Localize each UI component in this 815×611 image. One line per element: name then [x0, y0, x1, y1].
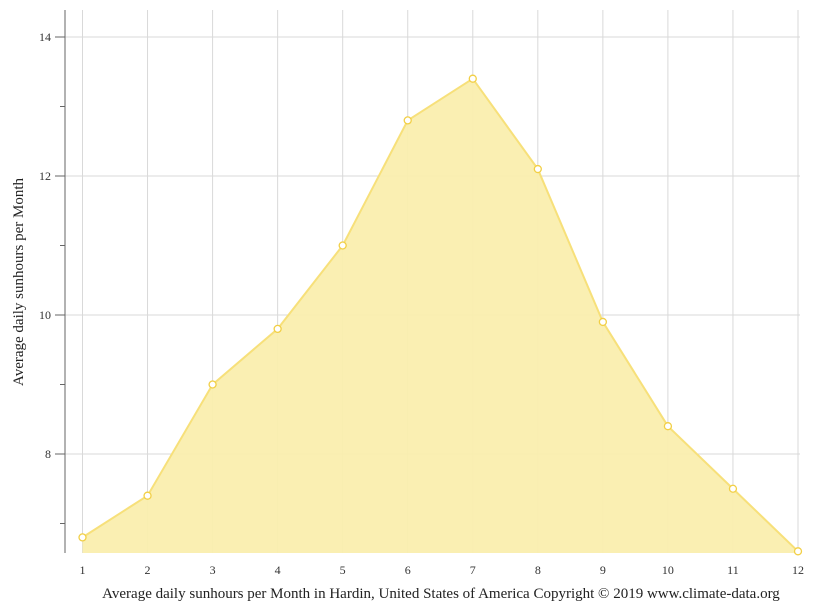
x-tick-label: 9 [600, 563, 606, 577]
data-point-marker[interactable] [728, 484, 738, 493]
x-tick-label: 5 [340, 563, 346, 577]
x-tick-label: 11 [727, 563, 739, 577]
data-point-marker[interactable] [403, 116, 412, 125]
y-tick-label: 12 [39, 169, 51, 183]
y-tick-label: 10 [39, 308, 51, 322]
area-series [81, 77, 799, 553]
x-tick-label: 3 [210, 563, 216, 577]
data-point-marker[interactable] [78, 533, 87, 542]
data-point-marker[interactable] [533, 164, 542, 174]
y-axis-ticks: 8 10 12 14 [39, 30, 65, 524]
x-tick-label: 10 [662, 563, 674, 577]
y-tick-label: 8 [45, 447, 51, 461]
x-tick-label: 8 [535, 563, 541, 577]
data-point-marker[interactable] [338, 241, 347, 250]
y-tick-label: 14 [39, 30, 51, 44]
data-point-marker[interactable] [143, 491, 152, 500]
area-fill [82, 78, 798, 553]
series-line [81, 77, 799, 553]
x-tick-label: 7 [470, 563, 476, 577]
data-point-marker[interactable] [208, 380, 217, 389]
data-point-marker[interactable] [273, 324, 282, 334]
x-axis-title: Average daily sunhours per Month in Hard… [102, 586, 780, 602]
x-tick-label: 12 [792, 563, 804, 577]
data-point-marker[interactable] [663, 422, 673, 431]
x-tick-label: 4 [275, 563, 281, 577]
x-tick-label: 1 [80, 563, 86, 577]
y-axis-title: Average daily sunhours per Month [11, 178, 27, 387]
x-tick-label: 2 [145, 563, 151, 577]
data-markers [78, 74, 803, 556]
data-point-marker[interactable] [598, 317, 608, 327]
data-point-marker[interactable] [793, 547, 803, 556]
data-point-marker[interactable] [468, 74, 477, 83]
x-axis-ticks: 1 2 3 4 5 6 7 8 9 10 11 12 [80, 563, 805, 577]
x-tick-label: 6 [405, 563, 411, 577]
